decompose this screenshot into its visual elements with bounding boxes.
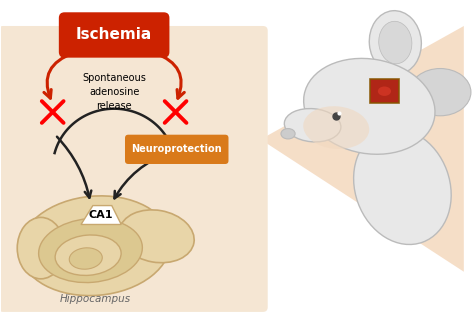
Text: Ischemia: Ischemia bbox=[76, 27, 152, 42]
Ellipse shape bbox=[304, 58, 435, 154]
Ellipse shape bbox=[369, 11, 421, 74]
Ellipse shape bbox=[284, 108, 341, 142]
Ellipse shape bbox=[119, 210, 194, 263]
Ellipse shape bbox=[379, 21, 412, 64]
FancyBboxPatch shape bbox=[0, 26, 268, 312]
FancyBboxPatch shape bbox=[370, 79, 399, 103]
Text: Hippocampus: Hippocampus bbox=[60, 294, 131, 304]
Ellipse shape bbox=[303, 106, 369, 149]
Polygon shape bbox=[261, 26, 464, 272]
Ellipse shape bbox=[17, 217, 64, 279]
FancyBboxPatch shape bbox=[125, 135, 228, 164]
FancyBboxPatch shape bbox=[59, 12, 169, 58]
Text: Neuroprotection: Neuroprotection bbox=[131, 144, 222, 154]
Text: CA1: CA1 bbox=[89, 210, 113, 220]
Ellipse shape bbox=[410, 69, 471, 116]
Ellipse shape bbox=[354, 129, 451, 244]
Text: Spontaneous
adenosine
release: Spontaneous adenosine release bbox=[82, 73, 146, 111]
Ellipse shape bbox=[378, 86, 391, 96]
Ellipse shape bbox=[281, 129, 295, 139]
Ellipse shape bbox=[20, 196, 171, 296]
Ellipse shape bbox=[39, 219, 142, 283]
Polygon shape bbox=[81, 205, 121, 225]
Ellipse shape bbox=[55, 235, 121, 275]
Ellipse shape bbox=[69, 248, 102, 269]
